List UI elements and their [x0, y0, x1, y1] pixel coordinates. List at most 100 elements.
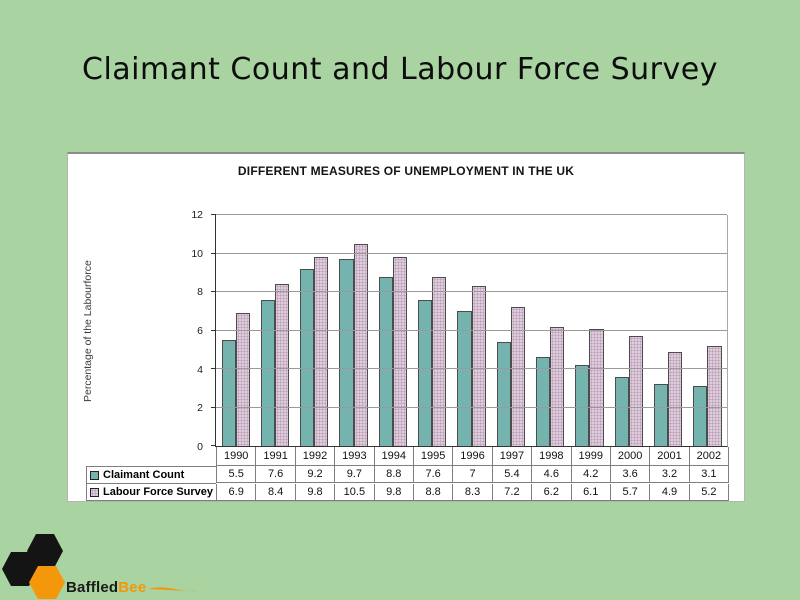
year-cell: 2000 — [609, 447, 650, 466]
bar-claimant-count-2002 — [693, 386, 708, 446]
y-tick-label: 10 — [191, 247, 203, 260]
value-cell: 6.1 — [570, 484, 610, 501]
year-cell: 1999 — [570, 447, 610, 466]
gridline — [216, 329, 727, 331]
gridline — [216, 214, 727, 215]
y-tick-label: 0 — [197, 441, 203, 453]
bar-group-1996 — [452, 215, 491, 446]
y-axis-tick — [211, 368, 216, 370]
bar-group-1990 — [216, 215, 255, 446]
value-cell: 4.9 — [649, 484, 689, 501]
y-tick-label: 8 — [197, 286, 203, 299]
logo-text-primary: Baffled — [66, 579, 119, 596]
y-axis-tick-labels: 0 2 4 6 8 10 12 — [168, 209, 208, 453]
value-cell: 8.4 — [255, 484, 295, 501]
y-axis-tick — [211, 329, 216, 331]
value-cell: 5.2 — [688, 484, 730, 501]
plot-area — [211, 214, 728, 447]
table-corner-spacer — [86, 447, 216, 466]
year-cell: 1998 — [531, 447, 571, 466]
legend-swatch — [90, 487, 99, 497]
gridline — [216, 291, 727, 293]
bar-group-1993 — [334, 215, 373, 446]
bar-claimant-count-1992 — [300, 268, 315, 446]
chart-panel[interactable]: DIFFERENT MEASURES OF UNEMPLOYMENT IN TH… — [67, 152, 745, 502]
bar-labour-force-survey-1997 — [510, 307, 525, 446]
gridline — [216, 252, 727, 254]
y-axis-tick — [211, 291, 216, 293]
bar-labour-force-survey-1995 — [432, 276, 447, 446]
bar-group-2002 — [688, 215, 727, 446]
hexagon-icon — [29, 566, 65, 599]
bars-container — [216, 215, 727, 446]
y-tick-label: 6 — [197, 325, 203, 337]
year-cell: 1993 — [334, 447, 374, 466]
value-cell: 3.2 — [649, 466, 689, 483]
bar-labour-force-survey-1991 — [274, 284, 290, 446]
bar-claimant-count-1994 — [378, 276, 393, 446]
bar-group-1991 — [255, 215, 294, 446]
bar-labour-force-survey-2000 — [628, 336, 643, 446]
bar-labour-force-survey-1992 — [314, 257, 329, 446]
bar-claimant-count-1991 — [260, 299, 275, 446]
bar-group-1994 — [373, 215, 412, 446]
table-series-row: Claimant Count 5.5 7.6 9.2 9.7 8.8 7.6 7 5.4 4.6 4… — [86, 466, 730, 484]
bar-labour-force-survey-1998 — [550, 326, 565, 446]
y-tick-label: 4 — [197, 363, 203, 376]
bar-labour-force-survey-1990 — [235, 313, 250, 446]
legend-cell: Labour Force Survey — [86, 484, 216, 501]
logo-text: Baffled Bee — [66, 579, 200, 596]
value-cell: 9.8 — [294, 484, 335, 501]
year-cell: 1991 — [255, 447, 295, 466]
year-cell: 1995 — [412, 447, 453, 466]
value-cell: 4.6 — [531, 466, 571, 483]
y-axis-tick — [211, 252, 216, 254]
value-cell: 9.8 — [373, 484, 413, 501]
value-cell: 8.8 — [373, 466, 413, 483]
bar-group-1999 — [570, 215, 609, 446]
bar-claimant-count-1996 — [457, 311, 472, 446]
value-cell: 7.6 — [255, 466, 295, 483]
legend-cell: Claimant Count — [86, 466, 216, 484]
legend-label: Claimant Count — [103, 469, 185, 481]
gridline — [216, 406, 727, 408]
value-cell: 7.2 — [491, 484, 532, 501]
bar-group-1997 — [491, 215, 530, 446]
bar-labour-force-survey-1994 — [392, 257, 408, 446]
logo-text-secondary: Bee — [118, 579, 147, 596]
y-tick-label: 2 — [197, 402, 203, 415]
y-tick-label: 12 — [191, 209, 203, 221]
value-cell: 8.3 — [452, 484, 492, 501]
value-cell: 5.4 — [491, 466, 532, 483]
bar-claimant-count-2000 — [614, 376, 629, 446]
year-cell: 2002 — [688, 447, 730, 466]
bar-claimant-count-1997 — [496, 342, 511, 446]
year-cell: 1994 — [373, 447, 413, 466]
year-cell: 1996 — [452, 447, 492, 466]
chart-title: DIFFERENT MEASURES OF UNEMPLOYMENT IN TH… — [237, 164, 575, 178]
year-cell: 1990 — [216, 447, 256, 466]
y-axis-tick — [211, 214, 216, 215]
value-cell: 5.5 — [216, 466, 256, 483]
legend-label: Labour Force Survey — [103, 486, 214, 498]
year-cell: 2001 — [649, 447, 689, 466]
swoosh-icon — [148, 586, 199, 592]
bar-group-2000 — [609, 215, 648, 446]
bar-group-1992 — [295, 215, 334, 446]
value-cell: 6.2 — [531, 484, 571, 501]
table-year-row: 1990 1991 1992 1993 1994 1995 1996 1997 1998 1999… — [86, 447, 730, 466]
value-cell: 3.1 — [688, 466, 730, 483]
bar-claimant-count-1990 — [221, 340, 236, 446]
table-series-row: Labour Force Survey 6.9 8.4 9.8 10.5 9.8 8.8 8.… — [86, 484, 730, 501]
value-cell: 9.2 — [294, 466, 335, 483]
bar-group-1998 — [531, 215, 570, 446]
year-cell: 1997 — [491, 447, 532, 466]
bar-group-2001 — [648, 215, 687, 446]
bar-labour-force-survey-1999 — [589, 328, 604, 446]
value-cell: 4.2 — [570, 466, 610, 483]
value-cell: 10.5 — [334, 484, 374, 501]
value-cell: 7.6 — [412, 466, 453, 483]
slide-title: Claimant Count and Labour Force Survey — [82, 52, 718, 87]
data-table: 1990 1991 1992 1993 1994 1995 1996 1997 1998 1999… — [86, 447, 730, 501]
y-axis-tick — [211, 445, 216, 446]
